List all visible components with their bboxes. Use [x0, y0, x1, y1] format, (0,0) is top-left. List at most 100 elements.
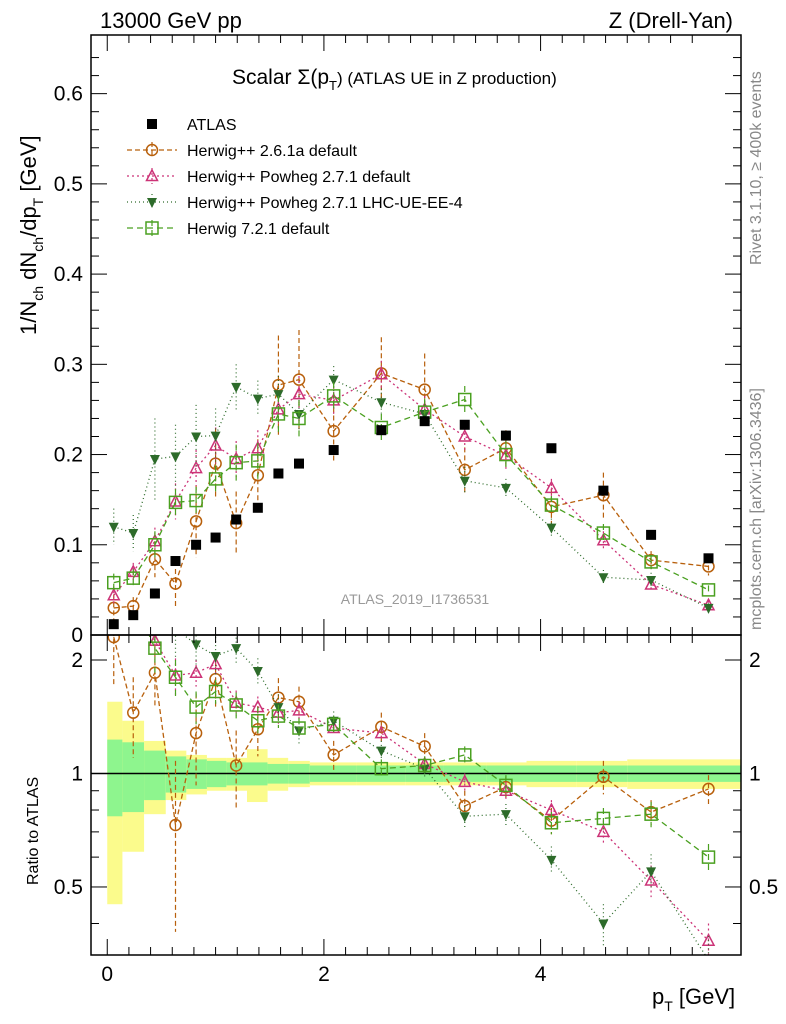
series-point — [251, 454, 265, 468]
series-point — [418, 383, 431, 396]
ratio-point — [189, 665, 203, 679]
atlas-data-point — [328, 445, 339, 456]
atlas-data-point — [191, 539, 202, 550]
ratio-series-line — [148, 635, 709, 858]
main-panel — [107, 330, 716, 630]
series-point — [191, 432, 202, 443]
ratio-point — [644, 872, 658, 886]
ratio-point — [107, 635, 120, 644]
axes: 0 2 400.10.20.30.40.50.60.5 0.51 12 2 — [54, 34, 778, 986]
ratio-point — [417, 758, 432, 773]
atlas-data-point — [273, 468, 284, 479]
ratio-point — [418, 740, 431, 753]
ratio-point — [208, 656, 223, 670]
series-point — [328, 375, 339, 386]
series-point — [229, 455, 243, 470]
series-line — [113, 395, 709, 591]
ratio-panel — [91, 451, 741, 955]
x-axis-label: pT [GeV] — [652, 984, 735, 1014]
series-point — [327, 424, 340, 438]
ratio-point — [292, 721, 306, 735]
ratio-point — [109, 451, 119, 461]
y-tick-label: 0.2 — [54, 444, 83, 467]
legend-label: Herwig++ 2.6.1a default — [187, 143, 357, 160]
header-right: Z (Drell-Yan) — [609, 8, 733, 33]
ratio-point — [546, 855, 557, 866]
series-point — [210, 431, 221, 442]
legend-marker — [145, 143, 159, 157]
atlas-data-point — [500, 430, 511, 441]
series-point — [598, 573, 609, 584]
series-point — [126, 571, 140, 585]
atlas-data-point — [128, 610, 139, 621]
ratio-point — [702, 782, 715, 796]
ratio-point — [148, 635, 162, 646]
x-tick-label: 0 — [101, 963, 113, 986]
series-point — [189, 493, 203, 508]
atlas-data-point — [231, 514, 242, 525]
series-point — [229, 451, 243, 465]
ratio-point — [499, 778, 513, 793]
series-point — [326, 389, 341, 403]
ratio-band-inner — [122, 742, 145, 813]
ratio-point — [169, 818, 182, 832]
legend-marker — [145, 168, 159, 182]
ratio-band-inner — [107, 739, 123, 817]
ratio-point — [458, 774, 472, 788]
legend-marker — [147, 119, 157, 129]
series-point — [376, 398, 387, 409]
series-point — [646, 575, 657, 586]
legend-marker — [147, 198, 157, 208]
ratio-point — [189, 700, 203, 714]
series-point — [251, 469, 265, 482]
series-point — [596, 526, 611, 540]
series-point — [251, 440, 265, 454]
series-point — [271, 407, 286, 421]
series-point — [168, 493, 183, 507]
header-left: 13000 GeV pp — [100, 8, 242, 33]
y-tick-label: 0.6 — [54, 83, 83, 106]
atlas-data-point — [252, 502, 263, 513]
series-line — [113, 373, 709, 606]
series-point — [292, 373, 306, 386]
atlas-data-point — [598, 485, 609, 496]
series-point — [292, 386, 306, 400]
ratio-point — [168, 667, 183, 681]
series-point — [273, 390, 284, 401]
series-point — [169, 577, 182, 590]
series-point — [231, 382, 242, 393]
ratio-point — [128, 506, 138, 516]
mcplots-label: mcplots.cern.ch [arXiv:1306.3436] — [748, 388, 765, 630]
series-point — [459, 476, 470, 487]
series-point — [544, 498, 559, 512]
ratio-y-tick-label-right: 1 — [749, 762, 761, 785]
ratio-point — [459, 812, 470, 823]
series-point — [644, 555, 658, 569]
atlas-data-point — [170, 556, 181, 567]
ratio-point — [168, 670, 183, 685]
ratio-y-tick-label: 0.5 — [54, 876, 83, 899]
legend-label: Herwig++ Powheg 2.7.1 default — [187, 169, 411, 186]
ratio-series-line — [182, 635, 707, 955]
series-line — [113, 378, 709, 609]
y-tick-label: 0.5 — [54, 173, 83, 196]
ratio-point — [374, 761, 389, 776]
y-tick-label: 0.3 — [54, 353, 83, 376]
ratio-point — [229, 698, 243, 712]
ratio-point — [500, 810, 511, 821]
ratio-y-tick-label: 1 — [71, 762, 83, 785]
ratio-point — [598, 919, 609, 930]
legend-label: Herwig++ Powheg 2.7.1 LHC-UE-EE-4 — [187, 195, 463, 212]
series-point — [644, 576, 658, 590]
series-point — [128, 529, 139, 540]
ratio-plot-area — [91, 451, 741, 955]
svg-text:1/Nch dNch/dpT [GeV]: 1/Nch dNch/dpT [GeV] — [16, 135, 46, 335]
series-point — [168, 495, 183, 510]
ratio-band-inner — [165, 756, 187, 793]
ratio-point — [458, 748, 472, 762]
series-point — [170, 452, 181, 463]
series-point — [419, 409, 430, 420]
atlas-data-point — [376, 425, 387, 436]
atlas-data-point — [703, 553, 714, 564]
ratio-point — [644, 807, 658, 821]
